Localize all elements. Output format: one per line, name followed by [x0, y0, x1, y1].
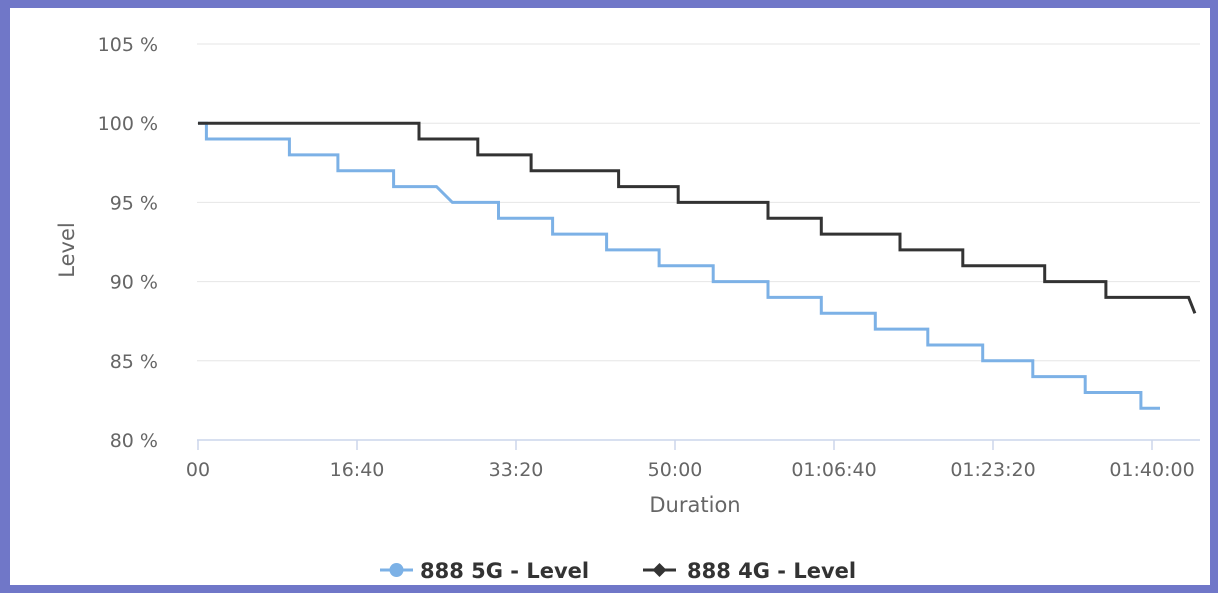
series-line-888-4g[interactable] [198, 121, 1197, 314]
legend-label-888-5g: 888 5G - Level [420, 559, 589, 583]
x-tick-label: 01:06:40 [791, 459, 876, 481]
x-axis-title: Duration [649, 493, 740, 517]
y-tick-label: 105 % [98, 34, 158, 56]
x-tick-label: 50:00 [648, 459, 703, 481]
x-tick-label: 01:40:00 [1109, 459, 1194, 481]
legend-item-888-5g[interactable]: 888 5G - Level [380, 559, 589, 583]
line-chart: 80 % 85 % 90 % 95 % 100 % 105 % 00 16:40 33:20 5… [55, 34, 1200, 583]
y-tick-label: 95 % [110, 192, 158, 214]
legend-circle-icon [389, 563, 404, 577]
y-axis-title: Level [55, 222, 79, 277]
y-tick-label: 90 % [110, 272, 158, 294]
plot-series [198, 121, 1197, 410]
y-axis-tick-labels: 80 % 85 % 90 % 95 % 100 % 105 % [98, 34, 158, 452]
x-axis-tick-labels: 00 16:40 33:20 50:00 01:06:40 01:23:20 01:40:0… [186, 459, 1195, 481]
legend: 888 5G - Level 888 4G - Level [380, 559, 856, 583]
x-tick-label: 00 [186, 459, 210, 481]
x-tick-label: 01:23:20 [950, 459, 1035, 481]
series-line-888-5g[interactable] [198, 121, 1160, 410]
legend-diamond-icon [652, 563, 667, 577]
y-tick-label: 100 % [98, 113, 158, 135]
x-tick-label: 33:20 [489, 459, 544, 481]
legend-label-888-4g: 888 4G - Level [687, 559, 856, 583]
y-tick-label: 80 % [110, 430, 158, 452]
x-axis [197, 439, 1200, 450]
legend-item-888-4g[interactable]: 888 4G - Level [643, 559, 856, 583]
chart-frame: 80 % 85 % 90 % 95 % 100 % 105 % 00 16:40 33:20 5… [10, 8, 1210, 585]
y-tick-label: 85 % [110, 351, 158, 373]
x-tick-label: 16:40 [330, 459, 385, 481]
